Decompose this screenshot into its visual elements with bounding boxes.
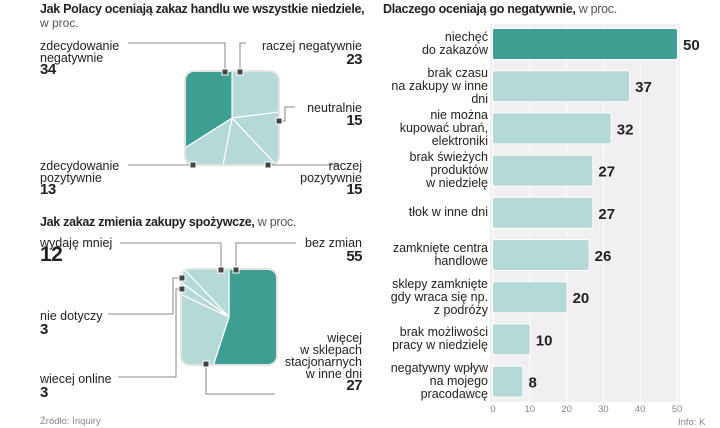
leader-marker xyxy=(189,161,197,169)
label-neutralnie: neutralnie 15 xyxy=(307,101,362,129)
bar-category-label: sklepy zamknięte gdy wraca się np. z podró… xyxy=(390,276,488,317)
leader-line xyxy=(118,288,182,378)
pie-slice xyxy=(182,270,230,319)
leader-marker xyxy=(232,266,240,274)
leader-line xyxy=(235,242,296,270)
source-note: Źródło: Inquiry xyxy=(40,416,101,427)
bar-value-label: 37 xyxy=(635,79,652,96)
bar-value-label: 8 xyxy=(528,375,536,392)
label-zdecydowanie-negatywnie: zdecydowanie negatywnie 34 xyxy=(40,39,120,78)
leader-line xyxy=(239,42,246,72)
leader-marker xyxy=(236,68,244,76)
x-tick-label: 50 xyxy=(671,404,683,415)
x-tick-label: 0 xyxy=(490,404,496,415)
bar xyxy=(493,29,677,59)
bar-value-label: 27 xyxy=(598,206,615,223)
leader-line xyxy=(120,242,222,270)
leader-marker xyxy=(221,68,229,76)
bar-category-label: zamknięte centra handlowe xyxy=(392,241,488,268)
bar-category-label: tłok w inne dni xyxy=(408,205,488,220)
label-wiecej-online: wiecej online 3 xyxy=(40,372,112,401)
pie-slice xyxy=(182,270,230,364)
label-nie-dotyczy: nie dotyczy 3 xyxy=(40,309,103,338)
leader-marker xyxy=(178,285,186,293)
pie-slice xyxy=(231,72,278,119)
leader-line xyxy=(128,42,226,72)
pie-slice xyxy=(186,116,233,164)
credit-note: Info: K xyxy=(678,417,706,428)
bar-category-label: niechęć do zakazów xyxy=(421,30,488,57)
bar-value-label: 10 xyxy=(536,332,553,349)
label-wydaje-mniej: wydaję mniej 12 xyxy=(40,236,113,266)
label-bez-zmian: bez zmian 55 xyxy=(305,236,362,265)
bar xyxy=(493,71,630,102)
pie1-title: Jak Polacy oceniają zakaz handlu we wszy… xyxy=(40,2,365,16)
x-tick-label: 10 xyxy=(524,404,536,415)
bar-category-label: brak świeżych produktów w niedzielę xyxy=(409,150,489,191)
pie-slice xyxy=(230,104,278,164)
bar-value-label: 32 xyxy=(617,121,634,138)
bar xyxy=(493,197,593,228)
bar-category-label: brak możliwości pracy w niedzielę xyxy=(392,325,488,353)
bar xyxy=(493,282,567,313)
bar xyxy=(493,113,611,144)
bar-value-label: 27 xyxy=(598,164,615,181)
label-wiecej-w-sklepach: więcej w sklepach stacjonarnych w inne dni 2… xyxy=(284,331,363,394)
leader-line xyxy=(205,364,275,395)
x-tick-label: 30 xyxy=(598,404,609,415)
bar-category-label: nie można kupować ubrań, elektroniki xyxy=(399,107,488,148)
leader-marker xyxy=(264,161,272,169)
pie-slice xyxy=(211,116,278,164)
bar-category-label: negatywny wpływ na mojego pracodawcę xyxy=(390,361,488,402)
x-tick-label: 40 xyxy=(634,404,646,415)
leader-marker xyxy=(202,360,210,368)
bar-value-label: 26 xyxy=(595,248,612,265)
bar-category-label: brak czasu na zakupy w inne dni xyxy=(391,65,488,106)
pie1-subtitle: w proc. xyxy=(40,16,79,30)
pie2-title: Jak zakaz zmienia zakupy spożywcze, w pr… xyxy=(40,215,296,229)
label-raczej-negatywnie: raczej negatywnie 23 xyxy=(261,39,363,68)
bar-title: Dlaczego oceniają go negatywnie, w proc. xyxy=(383,2,617,16)
leader-marker xyxy=(217,266,225,274)
bar xyxy=(493,240,589,270)
label-zdecydowanie-pozytywnie: zdecydowanie pozytywnie 13 xyxy=(40,159,120,198)
leader-line xyxy=(108,277,182,315)
leader-marker xyxy=(275,117,283,125)
label-raczej-pozytywnie: raczej pozytywnie 15 xyxy=(300,159,362,198)
x-tick-label: 20 xyxy=(561,404,572,415)
bar xyxy=(493,155,593,186)
leader-marker xyxy=(178,274,186,282)
bar xyxy=(493,366,523,397)
pie-slice xyxy=(194,270,276,364)
bar xyxy=(493,324,530,355)
bar-value-label: 50 xyxy=(683,37,700,54)
bar-value-label: 20 xyxy=(573,290,590,307)
pie-slice xyxy=(182,270,230,318)
